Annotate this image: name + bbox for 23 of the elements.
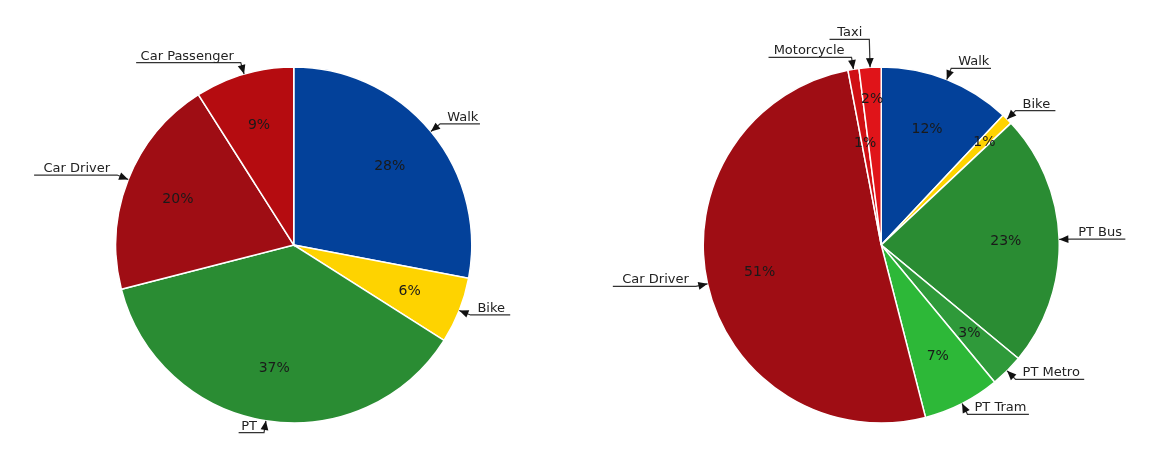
data-label: 12% [911,120,943,137]
data-label: 28% [374,156,406,173]
slice-label: Bike [477,299,505,315]
slice-label: PT [241,417,258,433]
slice-label: Car Driver [43,160,111,176]
slice-label: PT Metro [1022,364,1080,380]
data-label: 6% [398,281,421,298]
data-label: 20% [162,190,194,207]
data-label: 7% [926,347,949,364]
slice-label: Bike [1022,95,1051,111]
slice-label: PT Tram [974,399,1027,415]
data-label: 23% [990,232,1022,249]
slice-label: Car Driver [622,271,690,287]
data-label: 37% [258,359,290,376]
slice-label: Walk [958,53,990,69]
slice-label: PT Bus [1078,224,1123,240]
slice-label: Car Passenger [140,47,235,63]
data-label: 51% [744,263,776,280]
slice-label: Taxi [836,24,863,40]
data-label: 9% [247,116,271,133]
data-label: 3% [958,324,981,341]
slice-label: Motorcycle [773,42,845,58]
slice-label: Walk [447,108,479,124]
